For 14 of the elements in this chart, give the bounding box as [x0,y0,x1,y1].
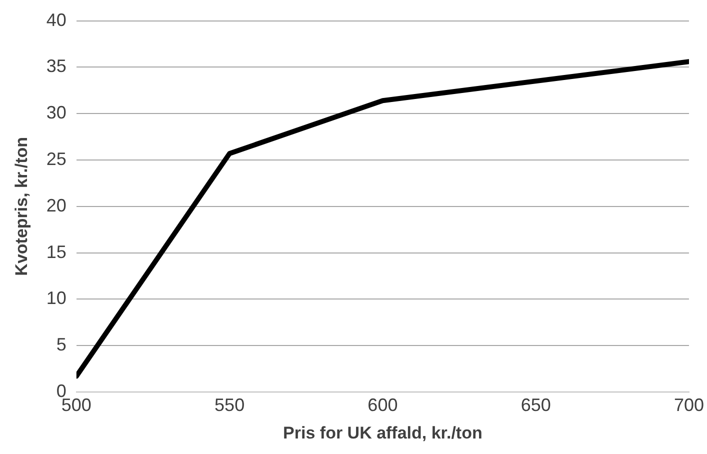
y-tick-label: 40 [46,10,66,30]
y-tick-label: 5 [56,334,66,355]
x-tick-label: 600 [368,394,398,415]
y-tick-label: 35 [46,56,66,76]
x-tick-label: 550 [214,394,245,415]
x-tick-label: 700 [674,394,704,415]
x-axis-title: Pris for UK affald, kr./ton [283,423,482,442]
y-tick-label: 15 [46,242,66,262]
y-tick-label: 10 [46,288,66,308]
y-axis-title: Kvotepris, kr./ton [12,136,31,276]
y-tick-label: 25 [46,148,66,169]
y-tick-label: 20 [46,195,66,216]
y-tick-label: 30 [46,102,66,123]
x-tick-label: 650 [520,394,551,415]
